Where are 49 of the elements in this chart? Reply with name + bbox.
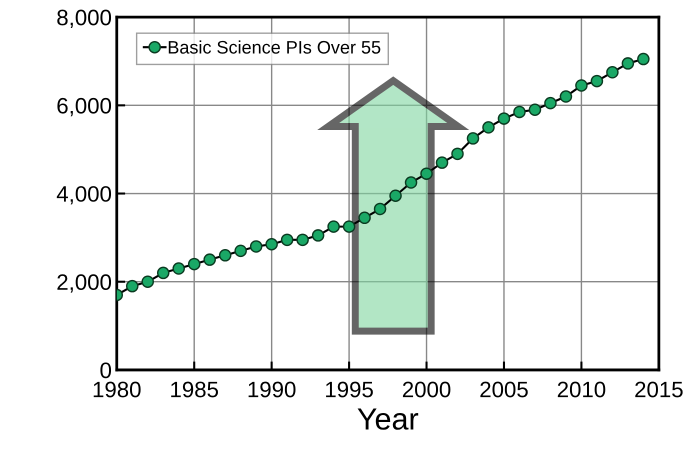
y-tick-label: 6,000 bbox=[57, 98, 112, 116]
point bbox=[172, 262, 185, 275]
point bbox=[637, 52, 650, 66]
point bbox=[560, 90, 572, 103]
point bbox=[280, 234, 294, 246]
point bbox=[296, 234, 309, 246]
point bbox=[622, 57, 634, 70]
point bbox=[590, 74, 604, 88]
point bbox=[126, 280, 138, 292]
point bbox=[358, 212, 371, 224]
x-tick-label: 1995 bbox=[326, 382, 373, 398]
point bbox=[544, 96, 557, 110]
point bbox=[466, 132, 480, 145]
x-tick-label: 2005 bbox=[480, 382, 528, 398]
legend-label: Basic Science PIs Over 55 bbox=[168, 40, 380, 54]
y-tick-label: 0 bbox=[100, 362, 112, 378]
x-axis-title: Year bbox=[358, 408, 418, 430]
x-tick-label: 1980 bbox=[94, 382, 141, 398]
point bbox=[188, 258, 200, 270]
x-tick-label: 2015 bbox=[635, 382, 683, 398]
point bbox=[234, 244, 247, 258]
point bbox=[513, 106, 526, 118]
x-tick-label: 2000 bbox=[402, 382, 450, 398]
point bbox=[327, 220, 340, 233]
x-tick-label: 1985 bbox=[171, 382, 218, 398]
point bbox=[250, 240, 262, 253]
x-tick-label: 1990 bbox=[248, 382, 296, 398]
point bbox=[404, 176, 418, 189]
point bbox=[342, 220, 356, 233]
point bbox=[575, 79, 588, 92]
point bbox=[156, 266, 170, 280]
point bbox=[528, 103, 542, 116]
y-tick-label: 8,000 bbox=[57, 10, 112, 28]
point bbox=[374, 202, 386, 216]
point bbox=[203, 253, 216, 266]
y-tick-label: 4,000 bbox=[56, 186, 112, 204]
point bbox=[498, 112, 510, 125]
point bbox=[451, 148, 464, 160]
point bbox=[265, 238, 278, 250]
point bbox=[482, 121, 495, 134]
y-tick-label: 2,000 bbox=[57, 274, 112, 293]
x-tick-label: 2010 bbox=[558, 382, 606, 398]
point bbox=[312, 229, 324, 242]
point bbox=[389, 189, 402, 202]
point bbox=[436, 156, 448, 169]
point bbox=[218, 249, 232, 262]
point bbox=[420, 167, 433, 180]
point bbox=[606, 66, 619, 79]
point bbox=[141, 275, 154, 288]
